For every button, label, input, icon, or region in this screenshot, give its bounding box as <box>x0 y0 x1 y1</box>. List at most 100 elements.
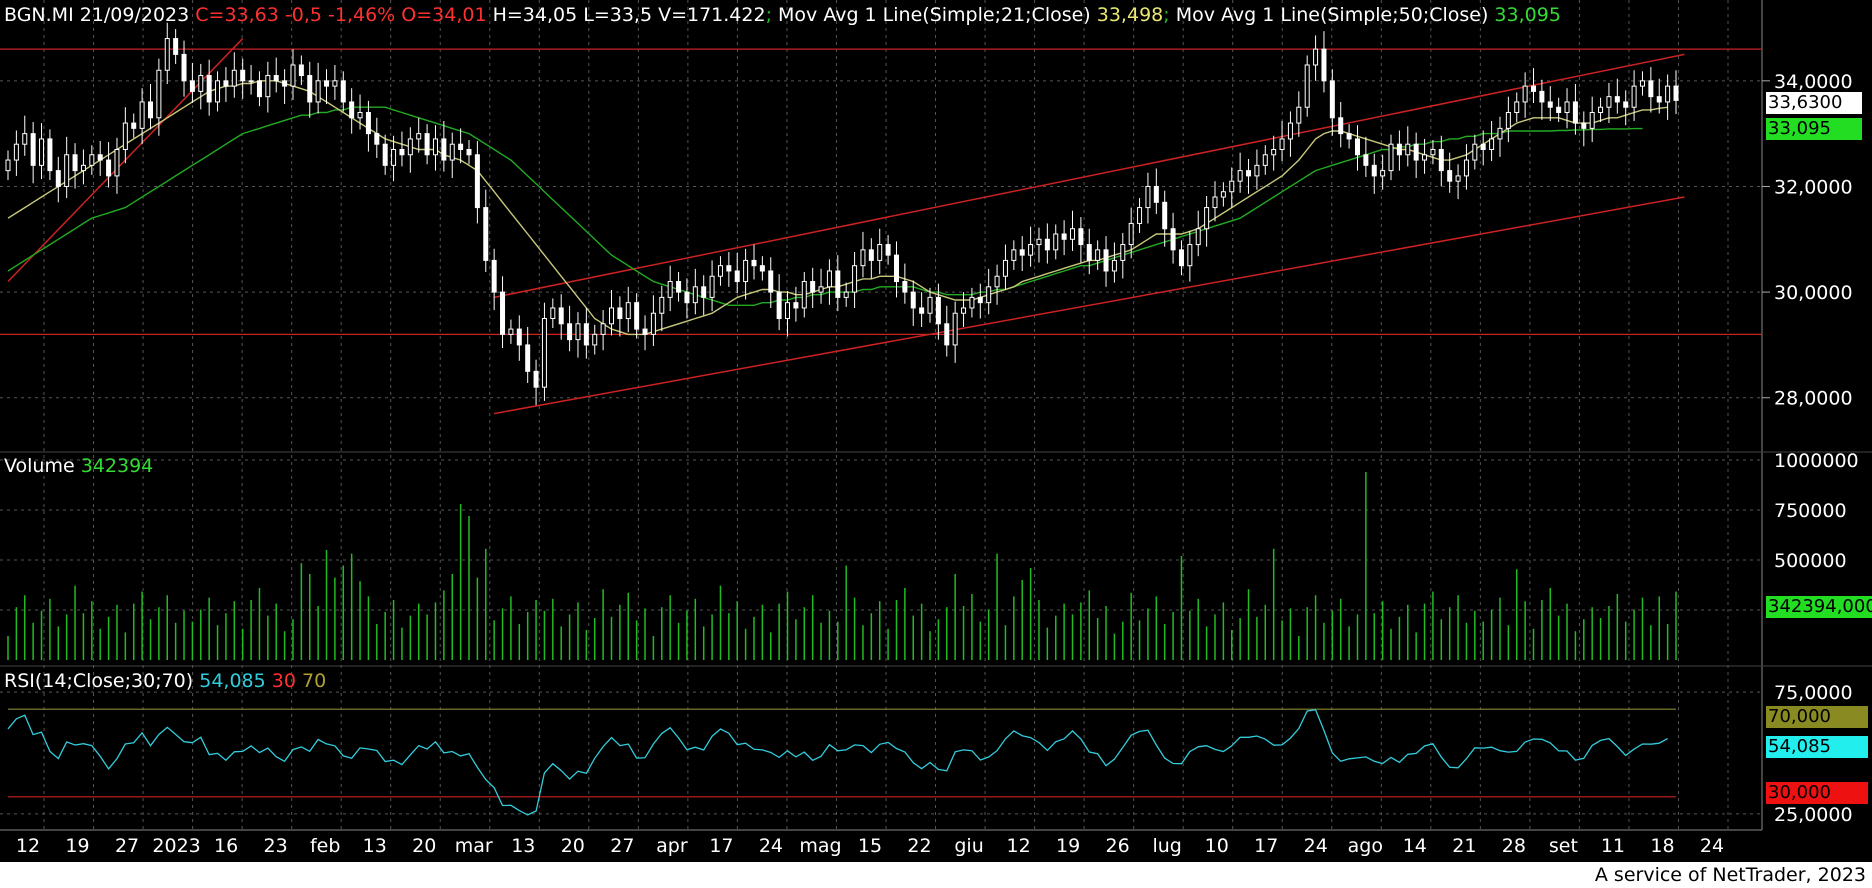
time-tick-label: 17 <box>709 835 733 857</box>
candle-body <box>709 275 715 298</box>
time-tick-label: 16 <box>214 835 238 857</box>
candle-body <box>391 148 397 166</box>
candle-body <box>1178 249 1184 267</box>
candle-body <box>106 159 112 177</box>
rsi-label: RSI(14;Close;30;70) <box>4 670 194 692</box>
candle-body <box>466 148 472 156</box>
candle-body <box>1480 143 1486 150</box>
candle-body <box>1095 249 1101 261</box>
candle-body <box>1572 101 1578 124</box>
trend-line <box>494 53 1685 299</box>
footer-text: A service of NetTrader, 2023 <box>1594 864 1866 886</box>
candle-body <box>382 143 388 166</box>
candle-body <box>1531 85 1537 92</box>
rsi-value-badge: 54,085 <box>1766 736 1868 758</box>
time-tick-label: 22 <box>907 835 931 857</box>
candle-body <box>458 143 464 150</box>
candle-body <box>684 291 690 304</box>
candle-body <box>1631 85 1637 108</box>
candle-body <box>1162 201 1168 230</box>
candle-body <box>483 207 489 261</box>
candle-body <box>650 312 656 335</box>
price-tick-label: 34,0000 <box>1774 71 1853 93</box>
candle-body <box>994 275 1000 288</box>
footer-bar <box>0 862 1872 888</box>
candle-body <box>1438 148 1444 172</box>
candle-body <box>1262 154 1268 166</box>
candle-body <box>399 148 405 156</box>
candle-body <box>1581 122 1587 129</box>
candle-body <box>47 138 53 172</box>
candle-body <box>1354 138 1360 156</box>
candle-body <box>625 302 631 320</box>
candle-body <box>97 154 103 161</box>
time-tick-label: mag <box>799 835 841 857</box>
candle-body <box>910 291 916 309</box>
candle-body <box>1028 244 1034 256</box>
time-tick-label: 21 <box>1452 835 1476 857</box>
candle-body <box>583 323 589 346</box>
candle-body <box>1539 90 1545 103</box>
rsi-tick-label: 75,0000 <box>1774 682 1853 704</box>
candle-body <box>1623 101 1629 108</box>
candle-body <box>1522 85 1528 103</box>
candle-body <box>1656 96 1662 103</box>
candle-body <box>1564 101 1570 114</box>
candle-body <box>1639 80 1645 87</box>
time-tick-label: 12 <box>16 835 40 857</box>
candle-body <box>1589 112 1595 129</box>
candle-body <box>600 323 606 335</box>
candle-body <box>969 296 975 309</box>
candle-body <box>122 122 128 150</box>
time-tick-label: ago <box>1348 835 1383 857</box>
candle-body <box>977 296 983 304</box>
candle-body <box>282 80 288 87</box>
rsi-header: RSI(14;Close;30;70) 54,085 30 70 <box>4 670 326 692</box>
rsi-low: 30 <box>265 670 296 692</box>
candle-body <box>919 307 925 314</box>
chart-header: BGN.MI 21/09/2023 C=33,63 -0,5 -1,46% O=… <box>4 4 1561 26</box>
candle-body <box>231 69 237 87</box>
candle-body <box>307 75 313 103</box>
candle-body <box>944 323 950 346</box>
candle-body <box>893 254 899 283</box>
candle-body <box>156 69 162 119</box>
candle-body <box>818 286 824 293</box>
volume-badge: 342394,000 <box>1766 596 1872 618</box>
candle-body <box>1170 228 1176 251</box>
candle-body <box>1019 249 1025 256</box>
header-separator-2: ; <box>1163 4 1170 26</box>
candle-body <box>1665 85 1671 103</box>
hlv-label: H=34,05 L=33,5 V=171.422 <box>492 4 766 26</box>
ma21-label: Mov Avg 1 Line(Simple;21;Close) <box>771 4 1091 26</box>
candle-body <box>290 64 296 87</box>
candle-body <box>852 265 858 293</box>
volume-value: 342394 <box>74 455 154 477</box>
time-tick-label: 19 <box>1056 835 1080 857</box>
candle-body <box>449 143 455 161</box>
candle-body <box>365 112 371 135</box>
rsi-70-badge: 70,000 <box>1766 706 1868 728</box>
candle-body <box>114 148 120 177</box>
candle-body <box>1137 207 1143 224</box>
candle-body <box>1313 48 1319 66</box>
candle-body <box>701 286 707 298</box>
quote-label: C=33,63 -0,5 -1,46% O=34,01 <box>195 4 487 26</box>
candle-body <box>525 344 531 372</box>
time-tick-label: apr <box>656 835 688 857</box>
candle-body <box>676 281 682 293</box>
candle-body <box>1254 164 1260 177</box>
candle-body <box>1212 196 1218 209</box>
candle-body <box>72 154 78 172</box>
candle-body <box>357 112 363 119</box>
candle-body <box>1220 191 1226 198</box>
candle-body <box>1673 85 1679 101</box>
candle-body <box>1371 164 1377 177</box>
time-tick-label: 13 <box>363 835 387 857</box>
candle-body <box>801 281 807 309</box>
candle-body <box>575 323 581 341</box>
time-tick-label: 10 <box>1205 835 1229 857</box>
candle-body <box>1388 143 1394 172</box>
time-tick-label: 12 <box>1006 835 1030 857</box>
